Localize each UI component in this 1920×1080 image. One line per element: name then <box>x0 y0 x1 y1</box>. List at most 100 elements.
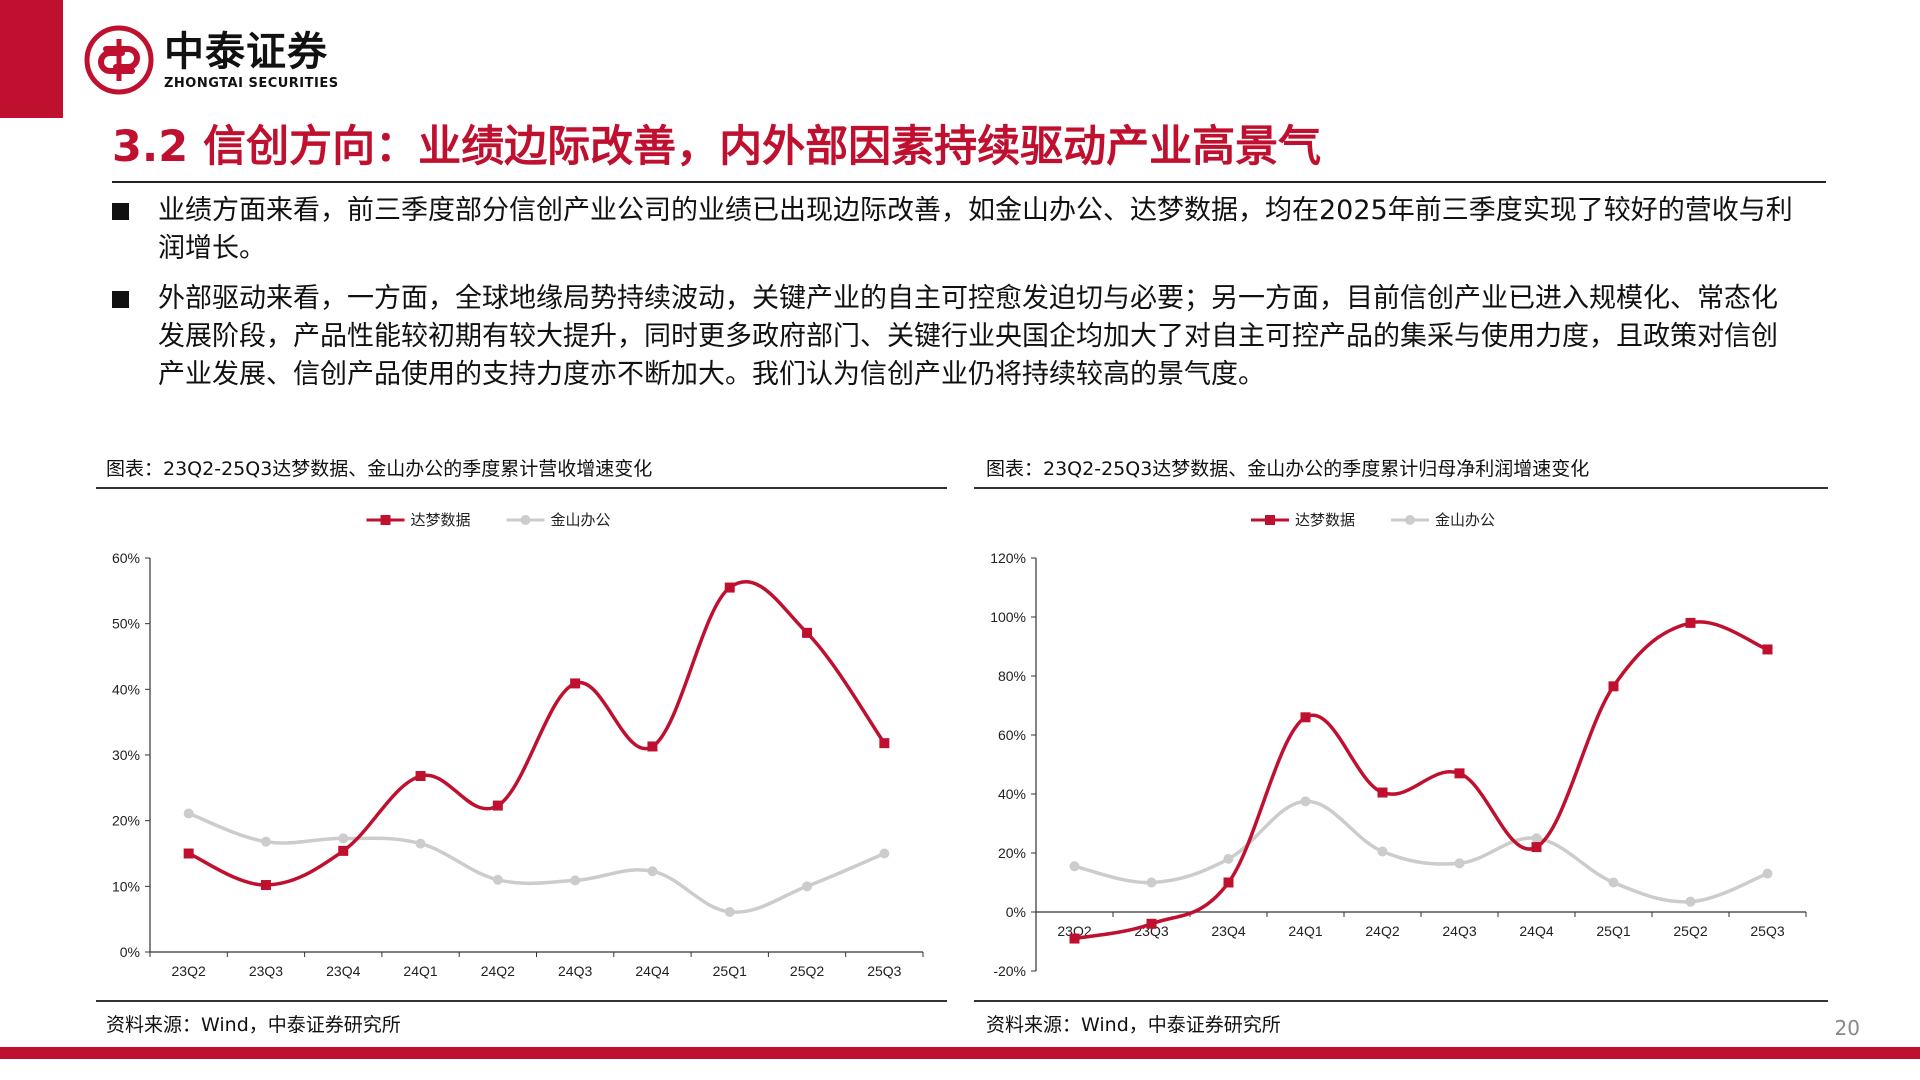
figure-caption-divider <box>96 487 947 489</box>
figure-caption-divider <box>974 487 1828 489</box>
y-tick-label: 20% <box>998 845 1026 861</box>
page-title: 3.2 信创方向：业绩边际改善，内外部因素持续驱动产业高景气 <box>112 122 1322 172</box>
x-tick-label: 24Q2 <box>481 963 515 979</box>
data-point <box>1685 617 1696 628</box>
figure-caption: 图表：23Q2-25Q3达梦数据、金山办公的季度累计营收增速变化 <box>106 458 653 480</box>
data-point <box>1685 896 1696 907</box>
y-tick-label: 120% <box>990 550 1026 566</box>
series-line <box>1074 799 1769 904</box>
logo-icon <box>84 25 154 95</box>
data-point <box>724 582 735 593</box>
data-point <box>647 741 658 752</box>
legend-label: 金山办公 <box>1435 511 1495 529</box>
x-tick-label: 25Q3 <box>867 963 901 979</box>
x-tick-label: 23Q2 <box>1057 923 1091 939</box>
data-point <box>183 808 194 819</box>
figure-source-divider <box>974 1000 1828 1002</box>
footer-accent-bar <box>0 1047 1920 1059</box>
data-point <box>1762 868 1773 879</box>
y-tick-label: 40% <box>112 681 140 697</box>
x-tick-label: 25Q2 <box>1673 923 1707 939</box>
legend-marker <box>1265 515 1275 525</box>
data-point <box>879 848 890 859</box>
title-divider <box>112 181 1826 183</box>
data-point <box>1377 846 1388 857</box>
y-tick-label: 60% <box>112 550 140 566</box>
legend-marker <box>520 515 531 525</box>
bullet-text: 外部驱动来看，一方面，全球地缘局势持续波动，关键产业的自主可控愈发迫切与必要；另… <box>158 283 1778 390</box>
y-tick-label: 0% <box>1006 904 1026 920</box>
data-point <box>338 845 349 856</box>
figure-source-divider <box>96 1000 947 1002</box>
data-point <box>1454 858 1465 869</box>
figure-source: 资料来源：Wind，中泰证券研究所 <box>986 1014 1281 1036</box>
data-point <box>802 627 813 638</box>
data-point <box>802 881 813 892</box>
data-point <box>1146 918 1157 929</box>
x-tick-label: 24Q2 <box>1365 923 1399 939</box>
x-tick-label: 23Q4 <box>326 963 360 979</box>
x-tick-label: 24Q1 <box>1288 923 1322 939</box>
page-number: 20 <box>1834 1016 1860 1040</box>
legend-label: 金山办公 <box>551 511 611 529</box>
data-point <box>1223 853 1234 864</box>
data-point <box>1069 933 1080 944</box>
y-tick-label: 100% <box>990 609 1026 625</box>
data-point <box>1300 796 1311 807</box>
y-tick-label: 10% <box>112 878 140 894</box>
bullet-list: 业绩方面来看，前三季度部分信创产业公司的业绩已出现边际改善，如金山办公、达梦数据… <box>112 192 1802 406</box>
legend-marker <box>380 515 391 525</box>
data-point <box>492 874 503 885</box>
legend-label: 达梦数据 <box>411 511 471 529</box>
data-point <box>570 678 581 689</box>
bullet-item: 外部驱动来看，一方面，全球地缘局势持续波动，关键产业的自主可控愈发迫切与必要；另… <box>112 280 1802 394</box>
data-point <box>1762 644 1773 655</box>
data-point <box>415 838 426 849</box>
series-line <box>187 579 886 887</box>
y-tick-label: -20% <box>993 963 1026 979</box>
data-point <box>338 833 349 844</box>
data-point <box>492 800 503 811</box>
y-tick-label: 20% <box>112 813 140 829</box>
data-point <box>1608 877 1619 888</box>
x-tick-label: 24Q1 <box>403 963 437 979</box>
series-line <box>188 811 886 914</box>
data-point <box>1069 861 1080 872</box>
data-point <box>1300 712 1311 723</box>
net-profit-growth-chart: 达梦数据 金山办公 -20% 0% 20% 40% 60% 80% 100% 120% 23Q2 23… <box>990 511 1807 979</box>
data-point <box>1146 877 1157 888</box>
figure-source: 资料来源：Wind，中泰证券研究所 <box>106 1014 401 1036</box>
x-tick-label: 23Q2 <box>172 963 206 979</box>
y-tick-label: 50% <box>112 616 140 632</box>
y-tick-label: 30% <box>112 747 140 763</box>
y-tick-label: 0% <box>120 944 140 960</box>
data-point <box>415 771 426 782</box>
data-point <box>647 866 658 877</box>
x-tick-label: 24Q3 <box>558 963 592 979</box>
x-tick-label: 24Q4 <box>635 963 669 979</box>
figure-caption: 图表：23Q2-25Q3达梦数据、金山办公的季度累计归母净利润增速变化 <box>986 458 1590 480</box>
series-line <box>1074 620 1769 941</box>
data-point <box>724 906 735 917</box>
data-point <box>1608 681 1619 692</box>
y-tick-label: 80% <box>998 668 1026 684</box>
header-accent-bar <box>0 0 63 118</box>
x-tick-label: 24Q4 <box>1519 923 1553 939</box>
bullet-item: 业绩方面来看，前三季度部分信创产业公司的业绩已出现边际改善，如金山办公、达梦数据… <box>112 192 1802 268</box>
logo-chinese-name: 中泰证券 <box>164 28 328 75</box>
x-tick-label: 25Q2 <box>790 963 824 979</box>
data-point <box>1454 768 1465 779</box>
data-point <box>260 880 271 891</box>
data-point <box>1377 787 1388 798</box>
legend-label: 达梦数据 <box>1295 511 1355 529</box>
x-tick-label: 23Q3 <box>249 963 283 979</box>
data-point <box>1223 877 1234 888</box>
data-point <box>570 875 581 886</box>
logo-english-name: ZHONGTAI SECURITIES <box>164 75 339 91</box>
data-point <box>1531 842 1542 853</box>
company-logo: 中泰证券 ZHONGTAI SECURITIES <box>84 25 339 95</box>
revenue-growth-chart: 达梦数据 金山办公 0% 10% 20% 30% 40% 50% 60% 23Q2 23Q3 23Q4… <box>112 511 924 979</box>
x-tick-label: 25Q3 <box>1750 923 1784 939</box>
y-tick-label: 40% <box>998 786 1026 802</box>
data-point <box>260 836 271 847</box>
